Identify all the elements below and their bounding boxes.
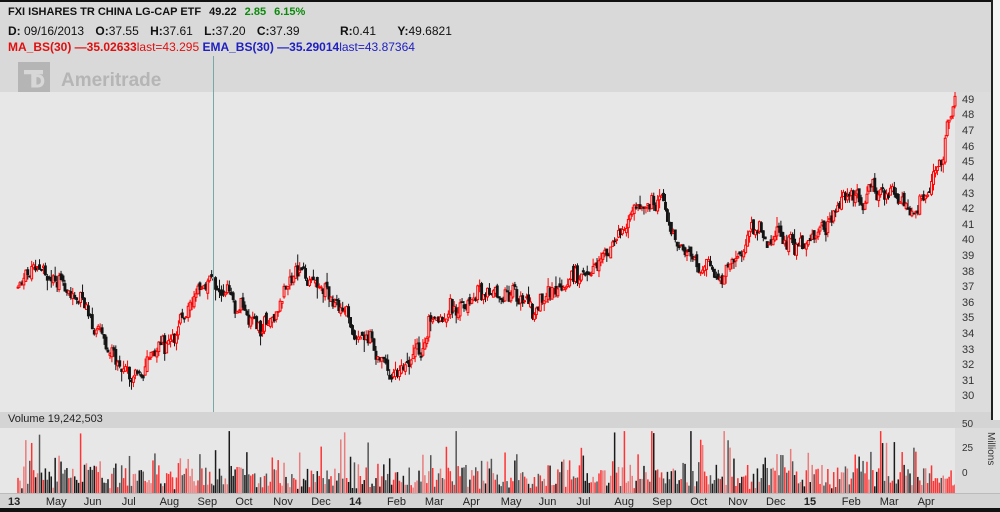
- svg-text:Ameritrade: Ameritrade: [61, 70, 161, 91]
